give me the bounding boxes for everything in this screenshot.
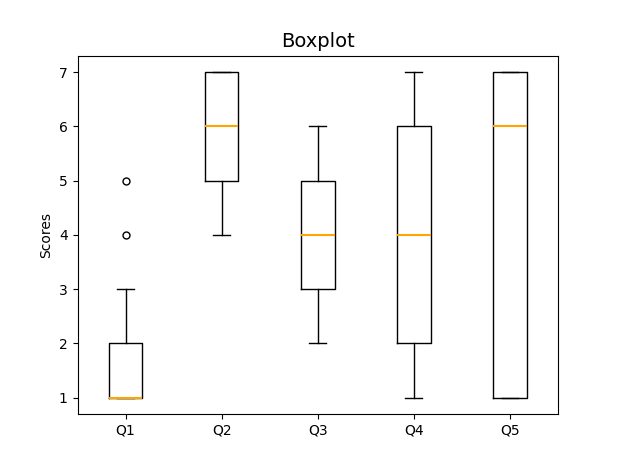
Title: Boxplot: Boxplot — [281, 33, 355, 52]
Y-axis label: Scores: Scores — [39, 212, 53, 258]
